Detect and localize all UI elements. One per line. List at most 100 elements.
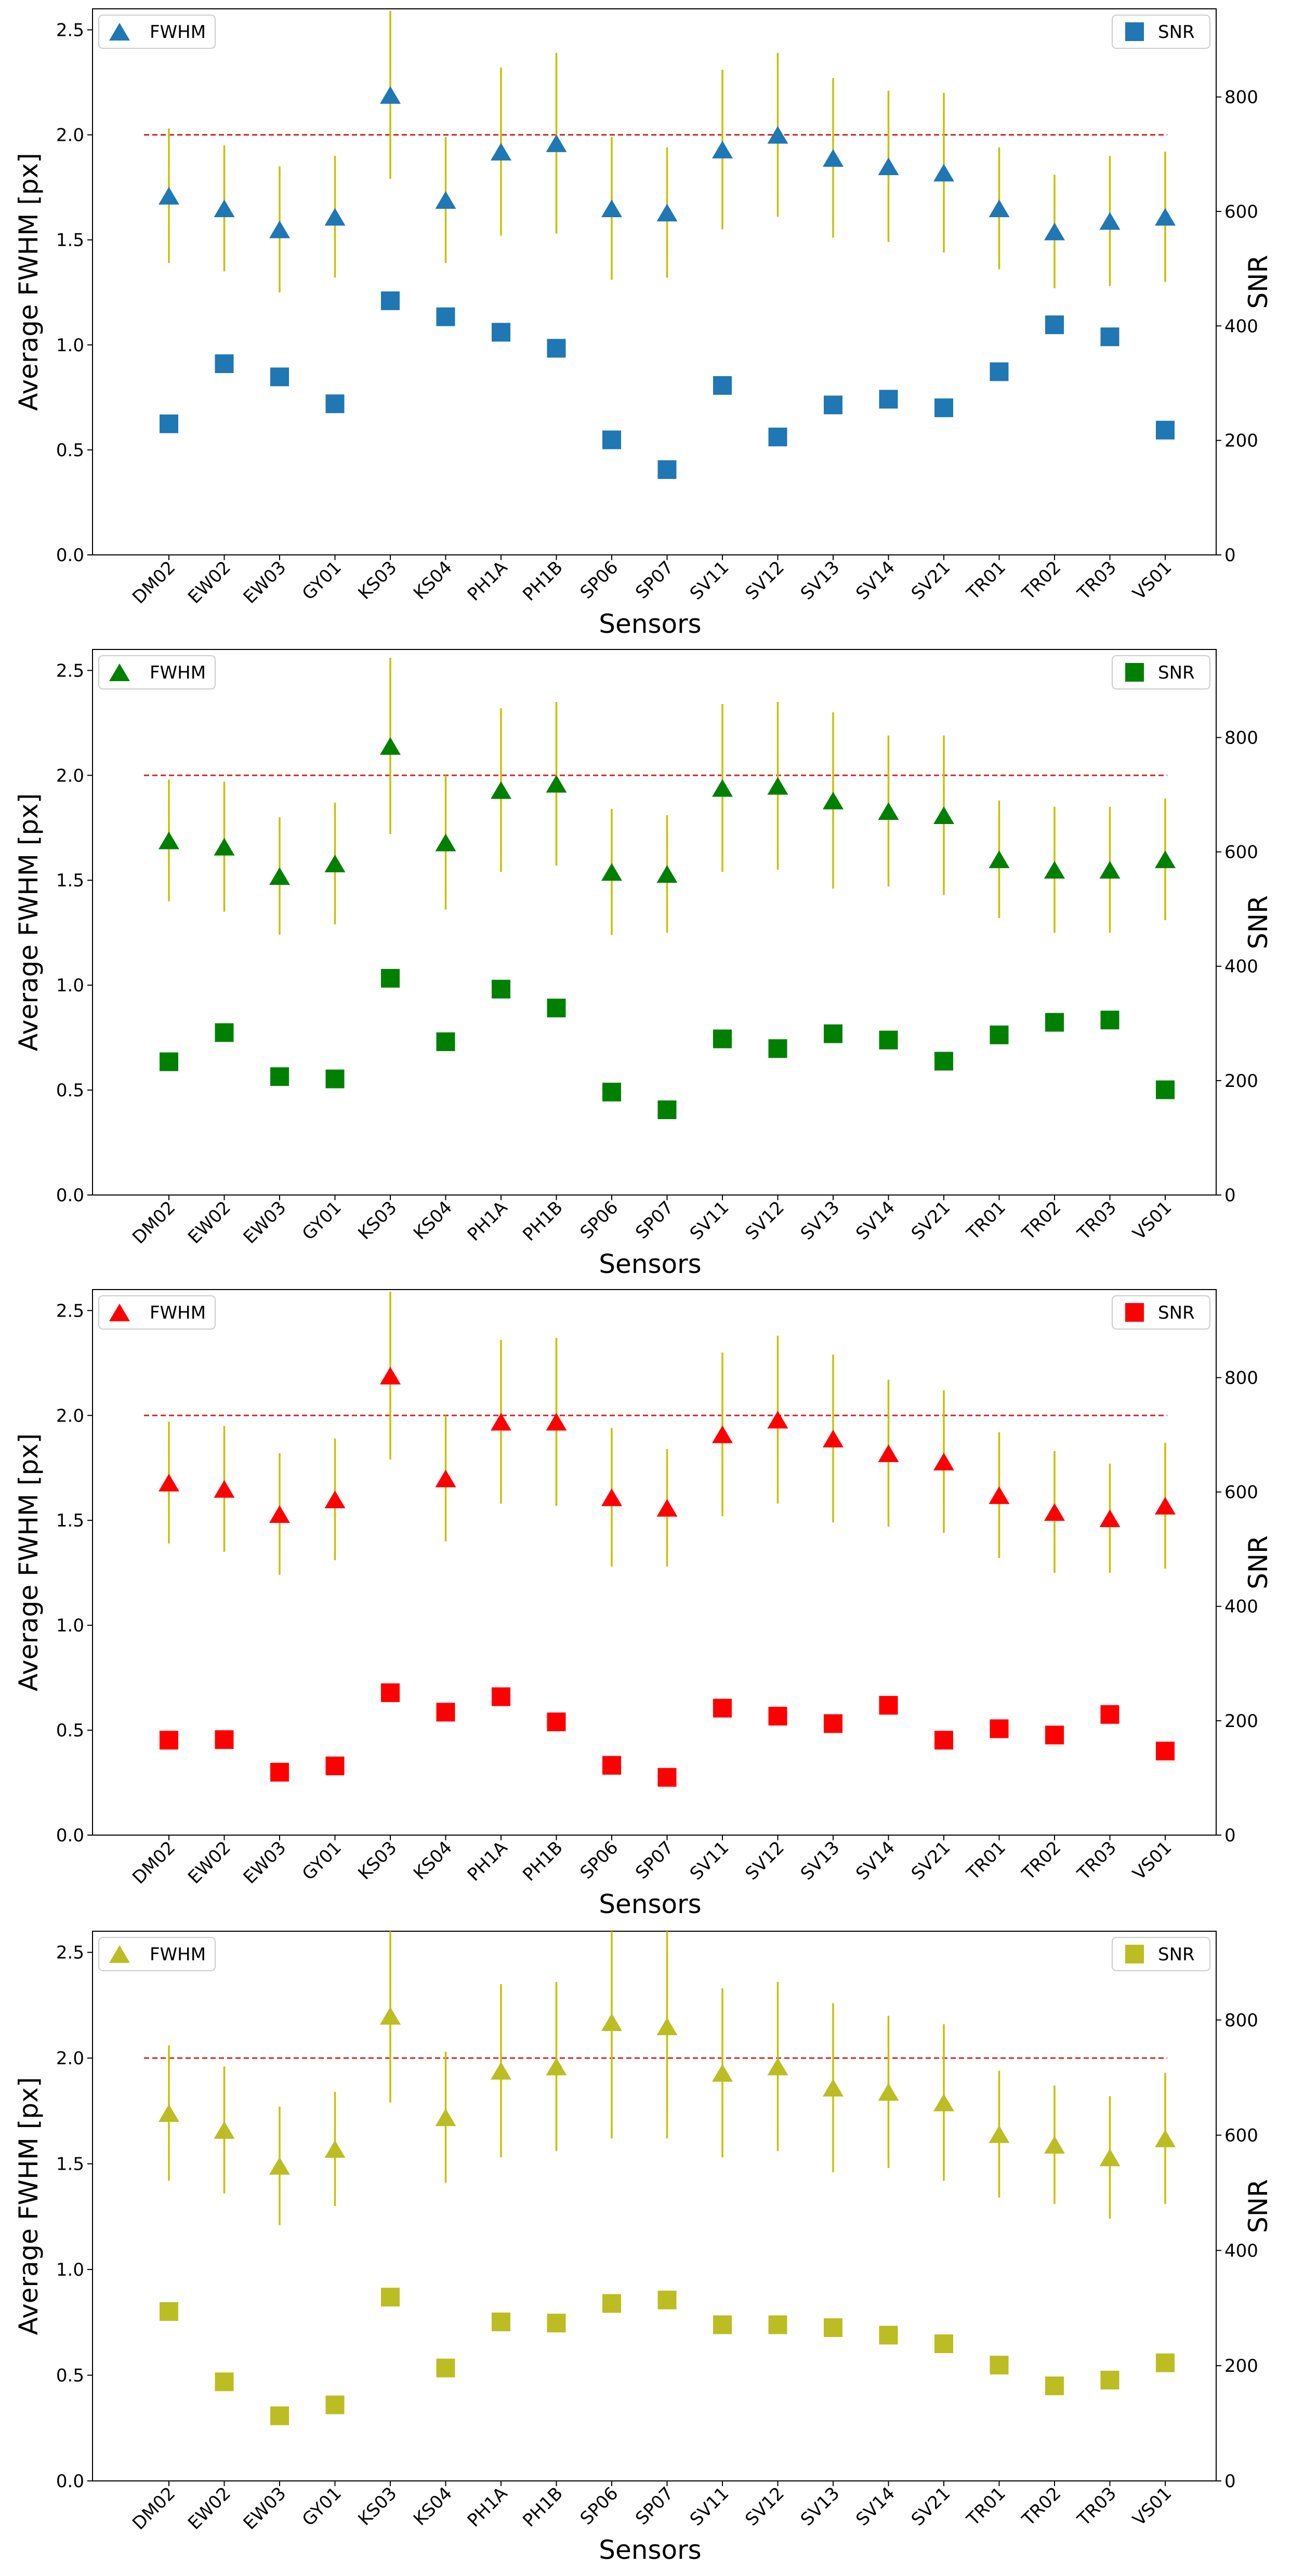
snr-point: [160, 1052, 178, 1071]
x-tick-label: SV11: [686, 2483, 733, 2530]
snr-point: [990, 362, 1009, 381]
x-tick-label: TR02: [1018, 2483, 1065, 2530]
snr-point: [1100, 327, 1119, 347]
fwhm-point: [491, 142, 511, 161]
snr-point: [436, 1032, 455, 1052]
legend-label: SNR: [1158, 1944, 1195, 1965]
snr-point: [1100, 2370, 1119, 2389]
fwhm-point: [491, 2062, 511, 2080]
plot-frame: [92, 8, 1217, 555]
fwhm-point: [1155, 208, 1176, 226]
snr-point: [160, 414, 178, 433]
data-layer: [144, 1292, 1176, 1787]
y-right-tick-label: 600: [1224, 1482, 1258, 1503]
snr-point: [325, 2395, 345, 2414]
fwhm-point: [1099, 212, 1121, 230]
x-tick-label: TR01: [963, 1837, 1010, 1884]
snr-point: [824, 2318, 842, 2338]
snr-point: [270, 2406, 289, 2425]
x-tick-label: EW02: [184, 1837, 235, 1888]
x-tick-label: SV14: [852, 2483, 899, 2530]
x-tick-label: KS03: [354, 2483, 401, 2530]
fwhm-point: [435, 2108, 456, 2127]
snr-point: [657, 1768, 677, 1787]
y-tick-label: 1.5: [56, 870, 84, 891]
snr-point: [879, 390, 898, 409]
legend-square-marker: [1125, 1945, 1144, 1963]
y-tick-label: 1.0: [56, 335, 84, 356]
x-tick-label: EW02: [184, 557, 235, 608]
x-tick-label: SV12: [741, 1837, 788, 1884]
legend-label: FWHM: [150, 22, 206, 43]
x-tick-label: PH1A: [464, 2483, 512, 2531]
snr-point: [547, 999, 566, 1018]
x-tick-label: SP06: [576, 2483, 623, 2529]
y-right-tick-label: 800: [1224, 2010, 1258, 2031]
legend-square-marker: [1125, 663, 1144, 682]
legend-triangle-marker: [109, 663, 130, 681]
fwhm-point: [878, 802, 899, 820]
fwhm-point: [159, 1473, 179, 1492]
x-tick-label: SV12: [741, 2483, 788, 2530]
snr-point: [436, 307, 455, 326]
snr-point: [325, 1756, 345, 1775]
y-tick-label: 0.0: [56, 1185, 84, 1206]
fwhm-point: [767, 777, 788, 795]
x-tick-label: SV14: [852, 1197, 899, 1244]
x-tick-label: EW03: [240, 557, 291, 608]
y-right-tick-label: 600: [1224, 842, 1258, 863]
snr-point: [547, 2314, 566, 2333]
fwhm-point: [933, 1453, 954, 1471]
fwhm-point: [601, 2013, 622, 2031]
x-tick-label: DM02: [128, 1197, 179, 1248]
snr-point: [768, 1039, 787, 1058]
fwhm-point: [1155, 2129, 1176, 2147]
legend-fwhm: FWHM: [98, 1937, 216, 1971]
snr-point: [879, 1030, 898, 1050]
data-layer: [144, 658, 1176, 1120]
snr-point: [325, 394, 345, 414]
x-tick-label: VS01: [1129, 1837, 1176, 1884]
snr-point: [1156, 1080, 1175, 1099]
fwhm-point: [712, 779, 733, 797]
snr-point: [879, 2326, 898, 2345]
snr-point: [824, 395, 842, 415]
y-right-tick-label: 0: [1224, 545, 1236, 566]
snr-point: [768, 428, 787, 447]
fwhm-point: [1044, 222, 1065, 241]
fwhm-point: [214, 838, 235, 856]
y-tick-label: 2.0: [56, 1405, 84, 1426]
snr-point: [1045, 2376, 1064, 2396]
snr-point: [215, 1023, 234, 1042]
legend-square-marker: [1125, 1303, 1144, 1322]
fwhm-point: [324, 1490, 346, 1508]
x-tick-label: KS04: [410, 1837, 456, 1884]
fwhm-point: [380, 86, 401, 104]
snr-point: [547, 1712, 566, 1732]
y-tick-label: 2.0: [56, 2048, 84, 2069]
x-tick-label: KS03: [354, 1837, 401, 1884]
snr-point: [270, 367, 289, 387]
x-tick-label: PH1B: [519, 1197, 567, 1245]
y-tick-label: 0.5: [56, 440, 84, 461]
snr-point: [1156, 2353, 1175, 2372]
plot-frame: [92, 1931, 1217, 2481]
y-tick-label: 0.0: [56, 545, 84, 566]
y-tick-label: 1.5: [56, 230, 84, 251]
y-right-tick-label: 200: [1224, 1071, 1258, 1092]
snr-point: [492, 1687, 510, 1706]
x-axis-label: Sensors: [599, 609, 701, 639]
snr-point: [1156, 420, 1175, 440]
x-tick-label: TR02: [1018, 557, 1065, 604]
y-tick-label: 0.0: [56, 1825, 84, 1846]
snr-point: [934, 398, 953, 417]
x-tick-label: TR01: [963, 1197, 1010, 1244]
x-tick-label: SP06: [576, 1837, 623, 1883]
fwhm-point: [878, 2083, 899, 2101]
fwhm-point: [159, 187, 179, 205]
snr-point: [713, 376, 732, 395]
fwhm-point: [601, 200, 622, 218]
fwhm-point: [656, 1499, 678, 1517]
fwhm-point: [1155, 1496, 1176, 1515]
fwhm-point: [933, 164, 954, 182]
